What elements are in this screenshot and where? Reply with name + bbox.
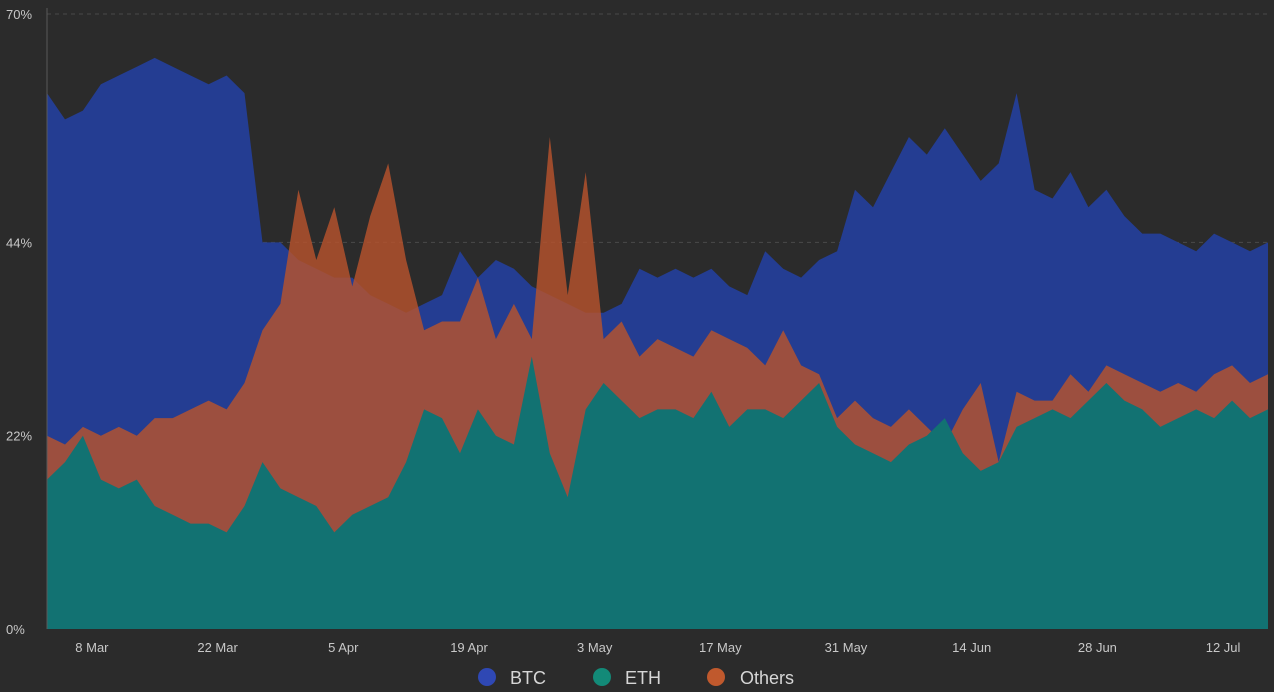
y-tick-label: 70% xyxy=(6,7,32,22)
x-tick-label: 28 Jun xyxy=(1078,640,1117,655)
x-tick-label: 17 May xyxy=(699,640,742,655)
x-tick-label: 12 Jul xyxy=(1206,640,1241,655)
legend-swatch-btc xyxy=(478,668,496,686)
x-tick-label: 5 Apr xyxy=(328,640,359,655)
area-series-eth xyxy=(47,356,1268,629)
y-tick-label: 44% xyxy=(6,235,32,250)
legend-item-eth[interactable]: ETH xyxy=(593,668,661,688)
y-axis-labels: 0% 22% 44% 70% xyxy=(6,7,32,637)
legend-label-eth: ETH xyxy=(625,668,661,688)
legend-item-others[interactable]: Others xyxy=(707,668,794,688)
x-tick-label: 22 Mar xyxy=(197,640,238,655)
x-tick-label: 19 Apr xyxy=(450,640,488,655)
y-tick-label: 22% xyxy=(6,429,32,444)
chart-legend: BTC ETH Others xyxy=(478,668,794,688)
legend-swatch-eth xyxy=(593,668,611,686)
y-tick-label: 0% xyxy=(6,622,25,637)
x-tick-label: 14 Jun xyxy=(952,640,991,655)
legend-label-others: Others xyxy=(740,668,794,688)
legend-swatch-others xyxy=(707,668,725,686)
series-areas xyxy=(47,57,1268,629)
legend-label-btc: BTC xyxy=(510,668,546,688)
legend-item-btc[interactable]: BTC xyxy=(478,668,546,688)
x-tick-label: 31 May xyxy=(825,640,868,655)
x-axis-labels: 8 Mar 22 Mar 5 Apr 19 Apr 3 May 17 May 3… xyxy=(75,640,1240,655)
x-tick-label: 8 Mar xyxy=(75,640,109,655)
x-tick-label: 3 May xyxy=(577,640,613,655)
